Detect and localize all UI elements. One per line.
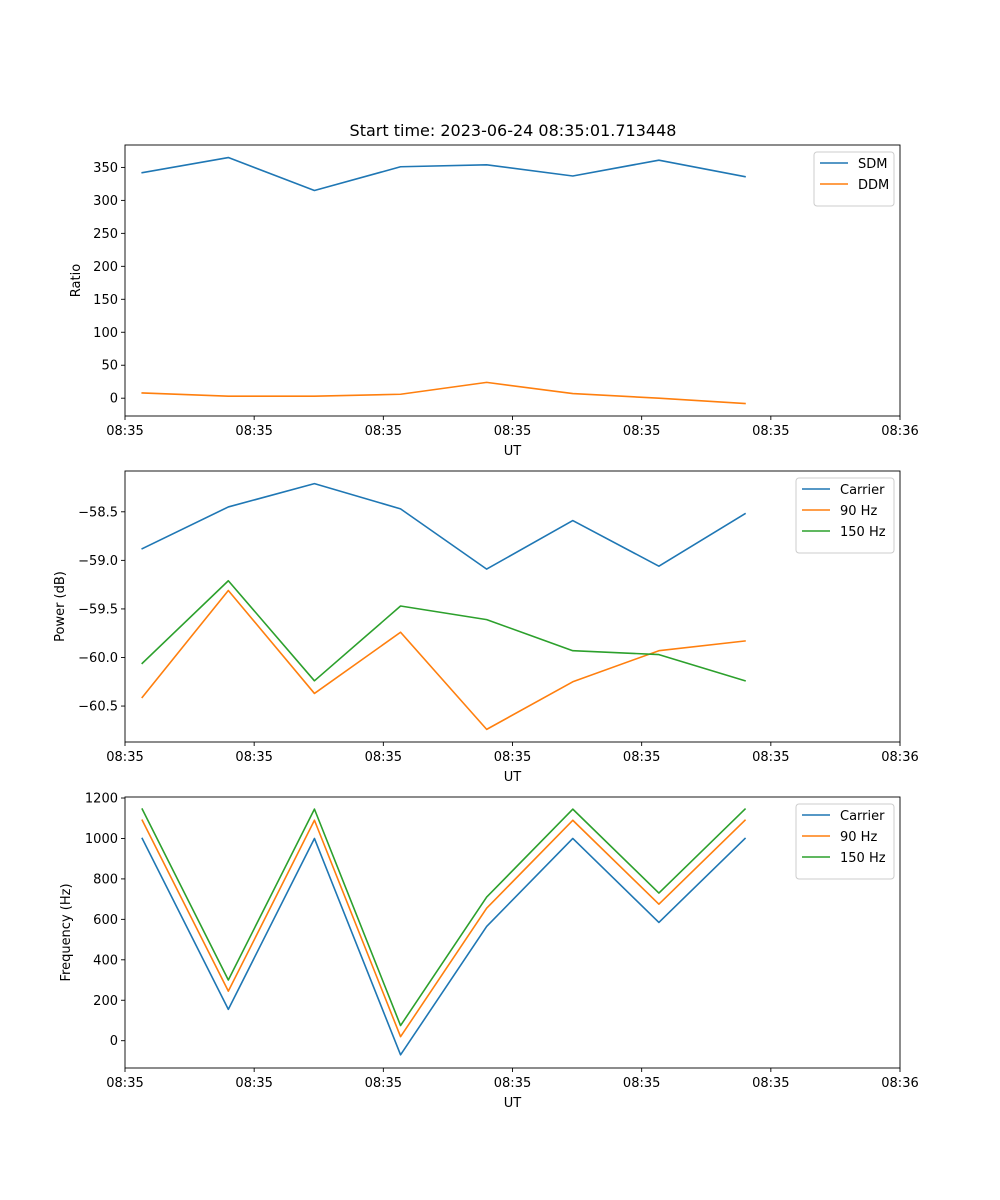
y-tick-label: 150	[93, 293, 118, 308]
y-axis-label: Ratio	[69, 264, 84, 297]
x-tick-label: 08:35	[494, 1076, 531, 1091]
y-tick-label: 50	[101, 359, 118, 374]
ratio-panel: 08:35 08:35 08:35 08:35 08:35 08:35 08:36 0 50 10…	[69, 144, 919, 459]
y-axis-label: Power (dB)	[53, 571, 68, 642]
power-panel: 08:35 08:35 08:35 08:35 08:35 08:35 08:36 −60.5…	[53, 470, 919, 785]
legend-label-carrier: Carrier	[840, 483, 885, 498]
y-tick-label: −58.5	[78, 505, 118, 520]
x-axis-label: UT	[504, 444, 522, 459]
legend-label-sdm: SDM	[858, 157, 887, 172]
y-tick-label: 400	[93, 953, 118, 968]
x-tick-label: 08:36	[881, 424, 918, 439]
legend-label-90-hz: 90 Hz	[840, 830, 877, 845]
series-line-carrier	[141, 482, 747, 570]
y-tick-label: 300	[93, 194, 118, 209]
y-tick-label: 100	[93, 326, 118, 341]
x-tick-label: 08:35	[365, 750, 402, 765]
y-tick-label: 0	[110, 392, 118, 407]
x-tick-label: 08:35	[106, 1076, 143, 1091]
y-tick-label: 1000	[85, 832, 118, 847]
y-tick-label: −60.0	[78, 651, 118, 666]
frequency-panel: 08:35 08:35 08:35 08:35 08:35 08:35 08:36 0 200 4…	[59, 792, 919, 1111]
legend-label-150-hz: 150 Hz	[840, 851, 886, 866]
x-tick-label: 08:35	[494, 424, 531, 439]
x-axis-label: UT	[504, 770, 522, 785]
legend: Carrier 90 Hz 150 Hz	[795, 477, 895, 554]
y-tick-label: −59.5	[78, 602, 118, 617]
series-line-sdm	[141, 156, 746, 192]
legend-label-carrier: Carrier	[840, 809, 885, 824]
x-tick-label: 08:36	[881, 750, 918, 765]
legend-label-ddm: DDM	[858, 178, 889, 193]
x-tick-label: 08:35	[106, 750, 143, 765]
legend-label-90-hz: 90 Hz	[840, 504, 877, 519]
legend-box	[813, 151, 895, 207]
series-line-ddm	[141, 381, 746, 405]
x-tick-label: 08:36	[881, 1076, 918, 1091]
y-tick-label: −60.5	[78, 700, 118, 715]
y-tick-label: 0	[110, 1034, 118, 1049]
series-line-carrier	[141, 837, 747, 1056]
y-tick-label: 200	[93, 994, 118, 1009]
series-line-90-hz	[141, 589, 746, 731]
y-tick-label: 600	[93, 913, 118, 928]
x-tick-label: 08:35	[365, 424, 402, 439]
legend-box	[795, 803, 895, 880]
y-tick-label: 200	[93, 260, 118, 275]
x-tick-label: 08:35	[365, 1076, 402, 1091]
y-tick-label: 1200	[85, 792, 118, 807]
y-tick-label: 350	[93, 161, 118, 176]
y-tick-label: −59.0	[78, 554, 118, 569]
legend-box	[795, 477, 895, 554]
series-line-150-hz	[141, 807, 747, 1027]
x-tick-label: 08:35	[623, 750, 660, 765]
x-tick-label: 08:35	[752, 750, 789, 765]
figure-title: Start time: 2023-06-24 08:35:01.713448	[350, 121, 677, 140]
legend: SDM DDM	[813, 151, 895, 207]
y-tick-label: 800	[93, 872, 118, 887]
x-tick-label: 08:35	[106, 424, 143, 439]
legend: Carrier 90 Hz 150 Hz	[795, 803, 895, 880]
x-tick-label: 08:35	[623, 1076, 660, 1091]
legend-label-150-hz: 150 Hz	[840, 525, 886, 540]
y-axis-label: Frequency (Hz)	[59, 883, 74, 981]
x-tick-label: 08:35	[235, 424, 272, 439]
y-tick-label: 250	[93, 227, 118, 242]
series-line-90-hz	[141, 819, 747, 1038]
x-tick-label: 08:35	[752, 424, 789, 439]
x-tick-label: 08:35	[623, 424, 660, 439]
series-line-150-hz	[141, 579, 746, 682]
x-tick-label: 08:35	[752, 1076, 789, 1091]
x-axis-label: UT	[504, 1096, 522, 1111]
x-tick-label: 08:35	[235, 750, 272, 765]
x-tick-label: 08:35	[494, 750, 531, 765]
x-tick-label: 08:35	[235, 1076, 272, 1091]
